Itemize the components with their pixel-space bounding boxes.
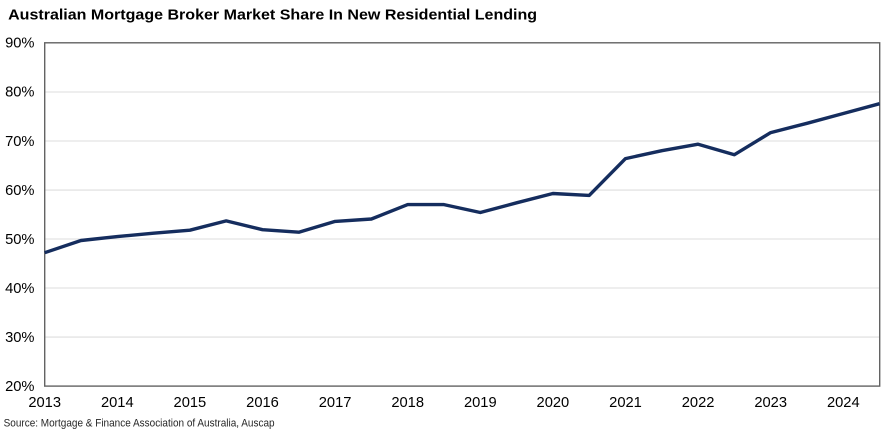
svg-text:2019: 2019 [464,395,497,411]
svg-text:2015: 2015 [174,395,207,411]
svg-text:20%: 20% [5,379,34,395]
svg-text:Australian Mortgage Broker Mar: Australian Mortgage Broker Market Share … [8,7,537,24]
svg-text:2021: 2021 [609,395,642,411]
svg-text:2013: 2013 [28,395,61,411]
svg-text:70%: 70% [5,134,34,150]
svg-text:2022: 2022 [682,395,715,411]
svg-text:40%: 40% [5,281,34,297]
svg-text:2018: 2018 [391,395,424,411]
svg-text:90%: 90% [5,36,34,52]
svg-text:2023: 2023 [754,395,787,411]
svg-text:2020: 2020 [537,395,570,411]
svg-text:30%: 30% [5,330,34,346]
svg-text:50%: 50% [5,232,34,248]
svg-text:2024: 2024 [827,395,860,411]
svg-text:2017: 2017 [319,395,352,411]
svg-text:2016: 2016 [246,395,279,411]
svg-text:80%: 80% [5,85,34,101]
svg-text:2014: 2014 [101,395,134,411]
svg-text:Source: Mortgage & Finance Ass: Source: Mortgage & Finance Association o… [4,417,275,429]
svg-text:60%: 60% [5,183,34,199]
